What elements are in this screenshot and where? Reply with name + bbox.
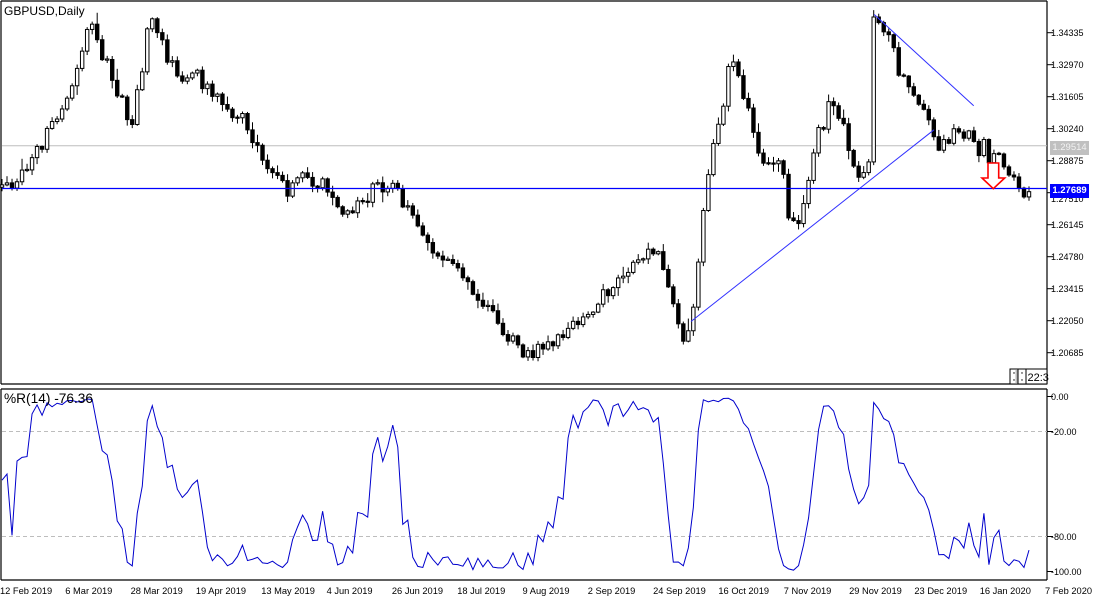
svg-text:22:3: 22:3 xyxy=(1028,372,1049,384)
